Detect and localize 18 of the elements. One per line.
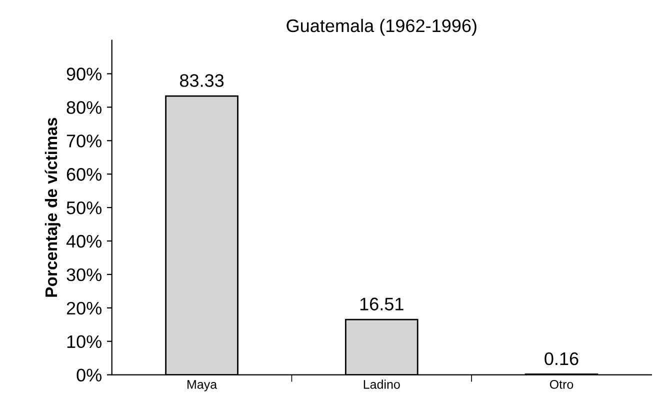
- y-axis-title: Porcentaje de víctimas: [44, 118, 60, 297]
- y-tick-label: 80%: [66, 101, 102, 114]
- y-tick-label: 20%: [66, 302, 102, 315]
- x-tick-label: Ladino: [364, 380, 400, 389]
- y-tick-label: 30%: [66, 268, 102, 282]
- data-label: 16.51: [360, 298, 404, 310]
- data-label: 83.33: [180, 74, 224, 87]
- y-tick-label: 50%: [66, 201, 102, 214]
- y-tick-label: 90%: [66, 68, 102, 80]
- y-tick-label: 0%: [76, 368, 102, 382]
- x-tick-label: Otro: [550, 380, 574, 389]
- data-label: 0.16: [544, 352, 578, 366]
- chart-title: Guatemala (1962-1996): [286, 18, 476, 36]
- y-tick-label: 60%: [66, 168, 102, 181]
- y-tick-label: 40%: [66, 234, 102, 248]
- x-tick-label: Maya: [188, 380, 218, 392]
- y-tick-label: 10%: [67, 335, 102, 348]
- y-tick-label: 70%: [66, 134, 102, 148]
